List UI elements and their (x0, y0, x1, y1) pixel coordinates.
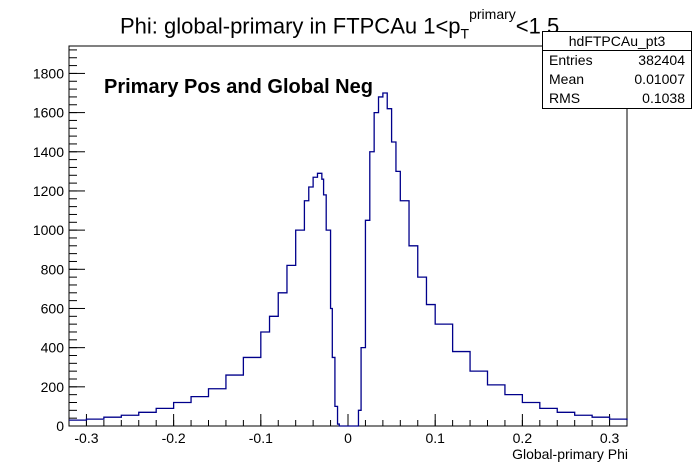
histogram-line (69, 92, 628, 427)
y-tick-label: 0 (56, 418, 64, 434)
x-tick-label: 0.2 (513, 430, 533, 446)
x-axis-label: Global-primary Phi (512, 446, 628, 462)
stats-value: 0.1038 (642, 90, 685, 106)
y-tick-label: 1000 (33, 222, 64, 238)
x-tick-label: -0.1 (249, 430, 273, 446)
stats-label: Entries (549, 52, 593, 68)
y-tick-label: 400 (41, 340, 65, 356)
y-tick-label: 600 (41, 300, 65, 316)
title-subscript: T (460, 25, 470, 42)
x-tick-label: -0.2 (162, 430, 186, 446)
plot-annotation: Primary Pos and Global Neg (104, 76, 373, 98)
stats-box: hdFTPCAu_pt3 Entries 382404 Mean 0.01007… (542, 31, 692, 109)
x-tick-label: 0.3 (600, 430, 620, 446)
y-tick-label: 800 (41, 261, 65, 277)
stats-row-entries: Entries 382404 (543, 51, 691, 70)
stats-value: 382404 (638, 52, 685, 68)
y-tick-label: 1400 (33, 144, 64, 160)
x-tick-label: -0.3 (74, 430, 98, 446)
stats-label: Mean (549, 71, 585, 87)
stats-row-rms: RMS 0.1038 (543, 89, 691, 108)
y-tick-label: 200 (41, 379, 65, 395)
y-tick-label: 1800 (33, 65, 64, 81)
stats-box-title: hdFTPCAu_pt3 (543, 32, 691, 51)
x-tick-label: 0 (344, 430, 352, 446)
x-tick-label: 0.1 (425, 430, 445, 446)
stats-label: RMS (549, 90, 581, 106)
y-tick-label: 1600 (33, 105, 64, 121)
stats-value: 0.01007 (634, 71, 685, 87)
y-tick-label: 1200 (33, 183, 64, 199)
title-superscript: primary (469, 6, 516, 22)
chart-title: Phi: global-primary in FTPCAu 1<pTprimar… (120, 6, 560, 42)
stats-row-mean: Mean 0.01007 (543, 70, 691, 89)
